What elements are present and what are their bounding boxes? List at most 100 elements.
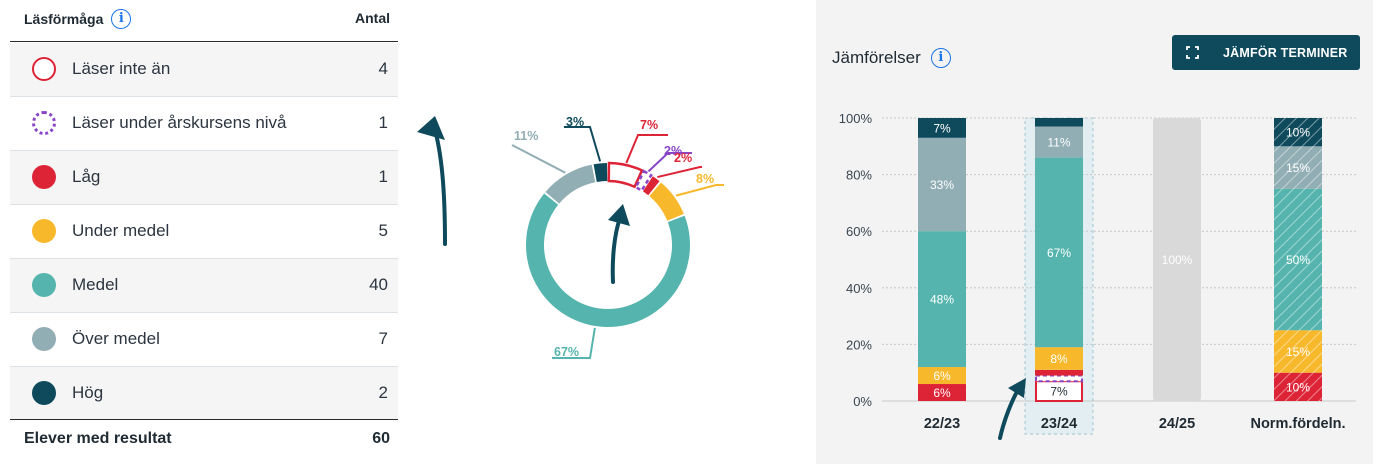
footer-label: Elever med resultat bbox=[24, 430, 172, 447]
bar-segment-label: 7% bbox=[933, 121, 951, 135]
donut-slice-label: 3% bbox=[566, 115, 584, 129]
bar-segment[interactable] bbox=[1035, 126, 1083, 158]
y-tick-label: 100% bbox=[839, 111, 873, 126]
bar-segment[interactable] bbox=[1153, 118, 1201, 401]
table-row[interactable]: Över medel 7 bbox=[10, 313, 398, 367]
table-row[interactable]: Hög 2 bbox=[10, 367, 398, 419]
y-tick-label: 0% bbox=[853, 394, 872, 409]
panel-title-text: Jämförelser bbox=[832, 48, 921, 67]
bar-segment[interactable] bbox=[1274, 372, 1322, 401]
annotation-arrow-icon bbox=[608, 204, 630, 284]
bar-segment-label: 33% bbox=[930, 178, 954, 192]
x-tick-label[interactable]: 22/23 bbox=[924, 416, 960, 432]
bar-segment-label: 48% bbox=[930, 293, 954, 307]
donut-slice[interactable] bbox=[607, 161, 644, 189]
circle-yellow-icon bbox=[32, 219, 56, 243]
table-footer: Elever med resultat 60 bbox=[10, 419, 398, 464]
row-count: 2 bbox=[378, 383, 388, 402]
bar-segment-label: 100% bbox=[1162, 253, 1193, 267]
dashed-circle-purple-icon bbox=[32, 111, 56, 135]
info-icon[interactable]: i bbox=[930, 48, 951, 68]
reading-ability-table: Läsförmåga i Antal Läser inte än 4 Läser… bbox=[10, 0, 398, 464]
expand-icon bbox=[1186, 46, 1199, 59]
bar-segment[interactable] bbox=[1274, 330, 1322, 373]
row-count: 4 bbox=[378, 59, 388, 78]
donut-leader-line bbox=[511, 144, 566, 174]
bar-segment[interactable] bbox=[1035, 369, 1083, 376]
table-row[interactable]: Medel 40 bbox=[10, 259, 398, 313]
panel-title: Jämförelser i bbox=[832, 48, 951, 68]
compare-terms-label: JÄMFÖR TERMINER bbox=[1223, 46, 1348, 60]
circle-teal-icon bbox=[32, 273, 56, 297]
donut-slice-label: 2% bbox=[674, 151, 692, 165]
row-label: Medel bbox=[72, 275, 119, 294]
row-label: Läser under årskursens nivå bbox=[72, 113, 287, 132]
donut-leader-line bbox=[647, 152, 692, 173]
row-label: Läser inte än bbox=[72, 59, 171, 78]
x-tick-label[interactable]: Norm.fördeln. bbox=[1250, 416, 1345, 432]
bar-segment[interactable] bbox=[1035, 118, 1083, 127]
donut-slice-label: 11% bbox=[514, 129, 538, 143]
bar-segment-label: 10% bbox=[1286, 380, 1310, 394]
donut-leader-line bbox=[564, 126, 602, 162]
comparisons-panel: Jämförelser i JÄMFÖR TERMINER 0% 20% 40% 60… bbox=[816, 0, 1373, 464]
donut-leader-line bbox=[552, 327, 596, 359]
bar-segment[interactable] bbox=[918, 231, 966, 368]
footer-count: 60 bbox=[372, 430, 390, 447]
row-count: 7 bbox=[378, 329, 388, 348]
bar-segment[interactable] bbox=[1035, 374, 1083, 383]
bar-segment[interactable] bbox=[1274, 118, 1322, 147]
row-count: 1 bbox=[378, 167, 388, 186]
bar-segment-label: 8% bbox=[1050, 352, 1068, 366]
donut-slice-label: 8% bbox=[696, 172, 714, 186]
row-label: Hög bbox=[72, 383, 104, 402]
bar-segment-label: 6% bbox=[933, 386, 951, 400]
info-icon[interactable]: i bbox=[111, 9, 132, 29]
bar-segment[interactable] bbox=[1274, 146, 1322, 189]
donut-slice[interactable] bbox=[526, 193, 690, 327]
bar-segment[interactable] bbox=[1274, 188, 1322, 331]
bar-segment[interactable] bbox=[1035, 157, 1083, 348]
x-tick-label[interactable]: 24/25 bbox=[1159, 416, 1195, 432]
table-row[interactable]: Låg 1 bbox=[10, 151, 398, 205]
donut-leader-line bbox=[657, 166, 702, 179]
table-title-text: Läsförmåga bbox=[24, 11, 104, 27]
circle-dark-teal-icon bbox=[32, 381, 56, 405]
row-count: 40 bbox=[369, 275, 388, 294]
donut-slice[interactable] bbox=[642, 176, 660, 196]
donut-leader-line bbox=[625, 134, 668, 164]
circle-outline-red-icon bbox=[32, 57, 56, 81]
table-row[interactable]: Läser inte än 4 bbox=[10, 43, 398, 97]
row-count: 5 bbox=[378, 221, 388, 240]
row-label: Över medel bbox=[72, 329, 160, 348]
reading-ability-donut-chart: 7% 2%2% 8% 67% 11% 3% bbox=[511, 115, 724, 359]
donut-slice[interactable] bbox=[593, 163, 608, 182]
bar-segment[interactable] bbox=[918, 367, 966, 385]
donut-leader-line bbox=[675, 184, 724, 197]
bar-segment[interactable] bbox=[918, 137, 966, 232]
y-tick-label: 60% bbox=[846, 224, 872, 239]
bar-segment-label: 15% bbox=[1286, 345, 1310, 359]
table-row[interactable]: Läser under årskursens nivå 1 bbox=[10, 97, 398, 151]
table-header: Läsförmåga i Antal bbox=[10, 0, 398, 42]
row-label: Låg bbox=[72, 167, 101, 186]
compare-terms-button[interactable]: JÄMFÖR TERMINER bbox=[1172, 35, 1360, 70]
bar-segment[interactable] bbox=[918, 384, 966, 401]
y-tick-label: 20% bbox=[846, 337, 872, 352]
donut-slice[interactable] bbox=[545, 164, 596, 204]
bar-segment-label: 10% bbox=[1286, 126, 1310, 140]
donut-slice[interactable] bbox=[634, 169, 653, 193]
bar-segment-label: 15% bbox=[1286, 161, 1310, 175]
table-row[interactable]: Under medel 5 bbox=[10, 205, 398, 259]
donut-slice-label: 2% bbox=[664, 144, 682, 158]
bar-segment-label: 50% bbox=[1286, 253, 1310, 267]
x-tick-label[interactable]: 23/24 bbox=[1041, 416, 1077, 432]
bar-segment-label: 6% bbox=[933, 369, 951, 383]
donut-slice[interactable] bbox=[649, 182, 684, 221]
y-tick-label: 40% bbox=[846, 281, 872, 296]
count-column-header: Antal bbox=[355, 10, 390, 26]
circle-red-icon bbox=[32, 165, 56, 189]
bar-segment-label: 7% bbox=[1050, 385, 1068, 399]
bar-segment[interactable] bbox=[918, 118, 966, 138]
bar-segment[interactable] bbox=[1035, 347, 1083, 370]
